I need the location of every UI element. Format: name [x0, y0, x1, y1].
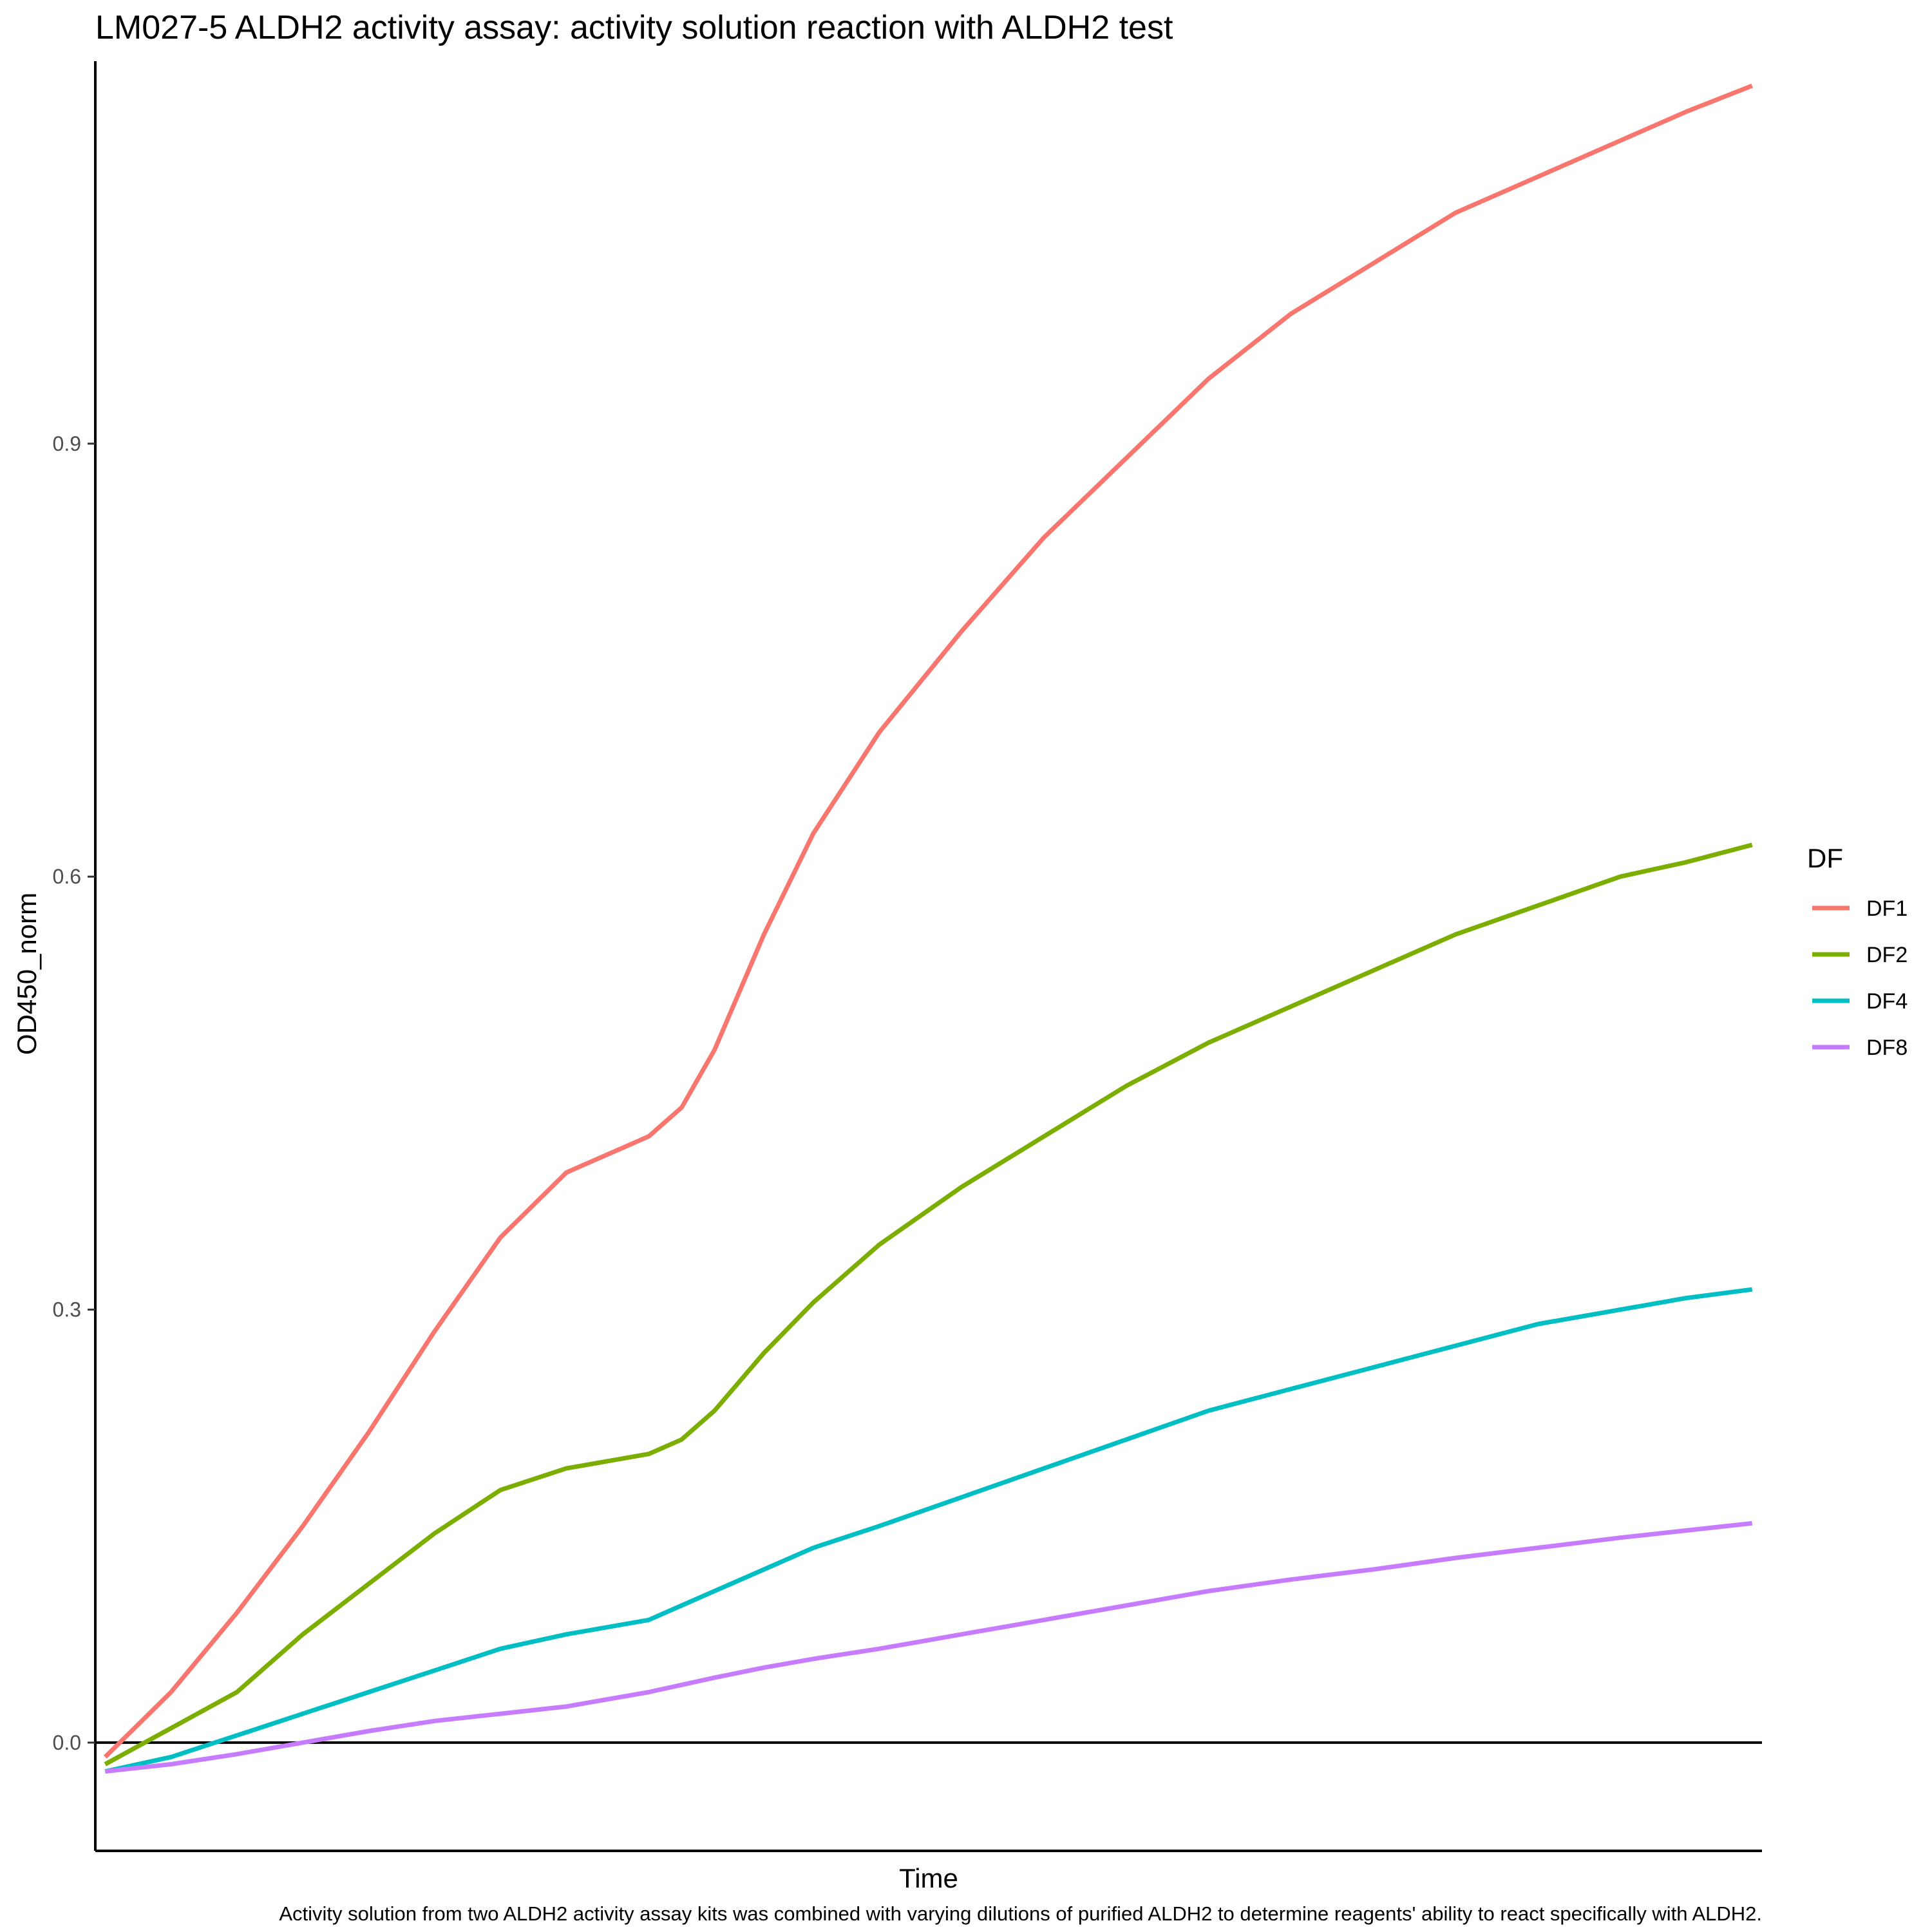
x-axis-label: Time [899, 1863, 958, 1893]
y-axis-label: OD450_norm [12, 893, 42, 1055]
legend: DF DF1 DF2 DF4 DF8 [1807, 843, 1908, 1060]
chart-caption: Activity solution from two ALDH2 activit… [279, 1902, 1762, 1925]
y-tick-label: 0.0 [53, 1731, 81, 1754]
legend-title: DF [1807, 843, 1843, 873]
legend-label-df8: DF8 [1866, 1036, 1908, 1060]
chart-title: LM027-5 ALDH2 activity assay: activity s… [95, 9, 1173, 46]
series-line-df4 [104, 1287, 1753, 1774]
y-tick-label: 0.3 [53, 1298, 81, 1321]
series-line-df2 [104, 842, 1753, 1766]
plot-panel: 0.0 0.3 0.6 0.9 [53, 61, 1762, 1852]
y-tick-label: 0.6 [53, 865, 81, 888]
series-line-df1 [103, 83, 1753, 1759]
series-line-df8 [104, 1520, 1753, 1774]
legend-label-df1: DF1 [1866, 896, 1908, 921]
y-tick-label: 0.9 [53, 432, 81, 455]
legend-label-df4: DF4 [1866, 989, 1908, 1014]
legend-label-df2: DF2 [1866, 943, 1908, 967]
